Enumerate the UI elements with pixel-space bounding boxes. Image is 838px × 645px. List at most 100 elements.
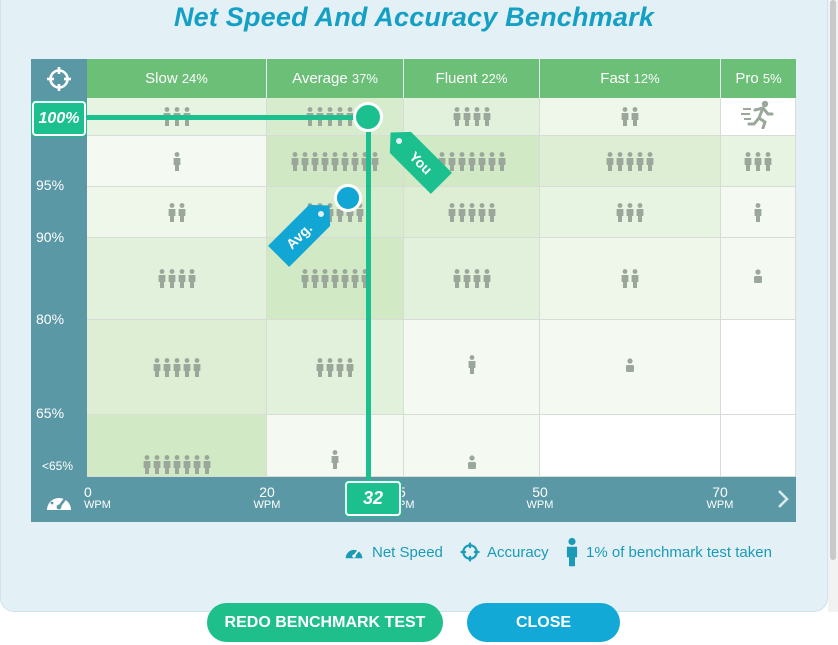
scrollbar-thumb[interactable] — [830, 0, 836, 560]
grid-cell-fluent-row-3 — [404, 238, 540, 320]
grid-cell-fluent-row-5 — [404, 415, 540, 477]
speedometer-icon — [44, 488, 74, 514]
y-tick-90: 90% — [36, 229, 65, 245]
person-icon — [163, 357, 171, 377]
person-icon — [183, 357, 191, 377]
person-icon — [463, 269, 471, 288]
you-wpm-guide — [366, 117, 371, 483]
x-tick-0: 0 WPM — [84, 484, 124, 511]
person-icon — [321, 151, 329, 171]
person-icon — [316, 357, 324, 377]
person-icon — [188, 269, 196, 288]
x-tick-35: 5 PM — [398, 484, 438, 511]
person-icon — [453, 269, 461, 288]
person-icon — [331, 269, 339, 288]
grid-cell-fast-row-1 — [540, 136, 721, 187]
person-icon — [158, 269, 166, 288]
x-tick-70: 70 WPM — [700, 484, 740, 511]
legend-benchmark-label: 1% of benchmark test taken — [586, 543, 772, 561]
person-icon — [331, 450, 339, 474]
person-icon — [291, 151, 299, 171]
person-icon — [173, 151, 181, 171]
crosshair-icon — [460, 542, 480, 562]
person-icon — [646, 151, 654, 171]
person-icon — [448, 202, 456, 222]
average-marker[interactable] — [334, 184, 362, 212]
grid-cell-pro-row-3 — [721, 238, 796, 320]
you-marker[interactable] — [353, 102, 383, 132]
x-tick-unit: WPM — [253, 499, 281, 511]
person-icon — [478, 202, 486, 222]
person-icon — [626, 151, 634, 171]
grid-cell-pro-row-4 — [721, 320, 796, 415]
x-tick-value: 70 — [712, 484, 728, 500]
grid-cell-average-row-4 — [267, 320, 404, 415]
column-header-average: Average 37% — [267, 59, 404, 98]
running-person-icon — [741, 99, 775, 134]
grid-cell-fluent-row-4 — [404, 320, 540, 415]
column-header-slow: Slow 24% — [87, 59, 267, 98]
person-icon — [168, 202, 176, 222]
speedometer-icon — [345, 549, 363, 559]
grid-cell-slow-row-1 — [87, 136, 267, 187]
redo-benchmark-button[interactable]: REDO BENCHMARK TEST — [207, 603, 443, 642]
you-accuracy-value: 100% — [32, 101, 86, 136]
close-button[interactable]: CLOSE — [467, 603, 620, 642]
grid-cell-slow-row-4 — [87, 320, 267, 415]
person-icon — [326, 357, 334, 377]
person-icon — [631, 107, 639, 126]
person-icon — [616, 202, 624, 222]
person-icon — [468, 202, 476, 222]
page-title: Net Speed And Accuracy Benchmark — [173, 2, 655, 32]
column-pct: 22% — [481, 71, 508, 86]
person-icon — [483, 107, 491, 126]
x-tick-value: 20 — [259, 484, 275, 500]
grid-cell-fast-row-4 — [540, 320, 721, 415]
legend-net-speed-label: Net Speed — [372, 543, 443, 561]
grid-cell-fast-row-5 — [540, 415, 721, 477]
column-pct: 5% — [762, 71, 782, 86]
person-icon — [178, 269, 186, 288]
x-tick-value: 5 — [398, 484, 406, 500]
person-icon — [488, 202, 496, 222]
person-icon — [203, 455, 211, 474]
person-icon — [754, 151, 762, 171]
person-icon — [173, 357, 181, 377]
person-icon — [341, 269, 349, 288]
person-icon — [351, 151, 359, 171]
column-header-fluent: Fluent 22% — [404, 59, 540, 98]
grid-cell-pro-row-1 — [721, 136, 796, 187]
column-label: Average — [292, 70, 348, 87]
person-icon — [478, 151, 486, 171]
person-icon — [453, 107, 461, 126]
person-icon — [498, 151, 506, 171]
person-icon — [631, 269, 639, 288]
you-wpm-value: 32 — [345, 481, 401, 516]
person-icon — [173, 455, 181, 474]
grid-cell-fast-row-2 — [540, 187, 721, 238]
person-icon — [331, 151, 339, 171]
grid-cell-slow-row-3 — [87, 238, 267, 320]
person-icon — [566, 537, 578, 567]
grid-cell-fast-row-3 — [540, 238, 721, 320]
person-icon — [346, 357, 354, 377]
person-icon — [193, 455, 201, 474]
x-tick-unit: WPM — [706, 499, 734, 511]
person-icon — [153, 357, 161, 377]
person-icon — [764, 151, 772, 171]
you-tag: You — [380, 122, 453, 195]
x-axis-band — [31, 477, 796, 522]
legend-accuracy-label: Accuracy — [487, 543, 549, 561]
column-label: Fluent — [435, 70, 478, 87]
person-icon — [448, 151, 456, 171]
grid-cell-pro-row-0 — [721, 98, 796, 136]
person-icon — [473, 107, 481, 126]
x-tick-value: 0 — [84, 484, 92, 500]
grid-cell-slow-row-2 — [87, 187, 267, 238]
person-icon — [625, 357, 635, 377]
person-icon — [163, 455, 171, 474]
grid-cell-pro-row-2 — [721, 187, 796, 238]
grid-cell-slow-row-5 — [87, 415, 267, 477]
person-icon — [311, 151, 319, 171]
chevron-right-icon[interactable] — [770, 477, 796, 522]
